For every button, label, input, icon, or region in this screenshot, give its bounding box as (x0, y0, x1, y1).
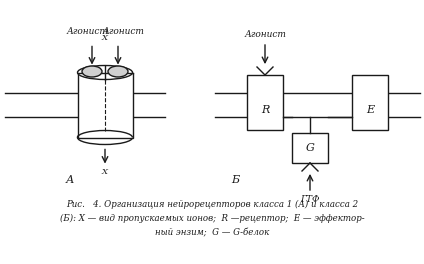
Text: R: R (261, 105, 269, 115)
Text: (Б): Х — вид пропускаемых ионов;  R —рецептор;  Е — эффектор-: (Б): Х — вид пропускаемых ионов; R —реце… (60, 214, 364, 223)
Ellipse shape (78, 65, 132, 79)
Text: ный энзим;  G — G-белок: ный энзим; G — G-белок (155, 228, 269, 237)
Text: G: G (306, 143, 315, 153)
Text: ГТФ: ГТФ (300, 195, 320, 204)
Bar (78, 73, 132, 138)
Ellipse shape (82, 66, 102, 77)
Text: Агонист: Агонист (244, 30, 286, 39)
Text: А: А (66, 175, 74, 185)
Ellipse shape (108, 66, 128, 77)
Text: Б: Б (231, 175, 239, 185)
Text: Агонист: Агонист (102, 26, 144, 35)
Text: Агонист: Агонист (66, 26, 108, 35)
Bar (292, 133, 328, 163)
Ellipse shape (78, 130, 132, 144)
Text: X: X (102, 34, 108, 41)
Bar (247, 75, 283, 130)
Text: X: X (102, 168, 108, 177)
Bar (352, 75, 388, 130)
Text: Рис.   4. Организация нейрорецепторов класса 1 (А) и класса 2: Рис. 4. Организация нейрорецепторов клас… (66, 200, 358, 209)
Text: E: E (366, 105, 374, 115)
